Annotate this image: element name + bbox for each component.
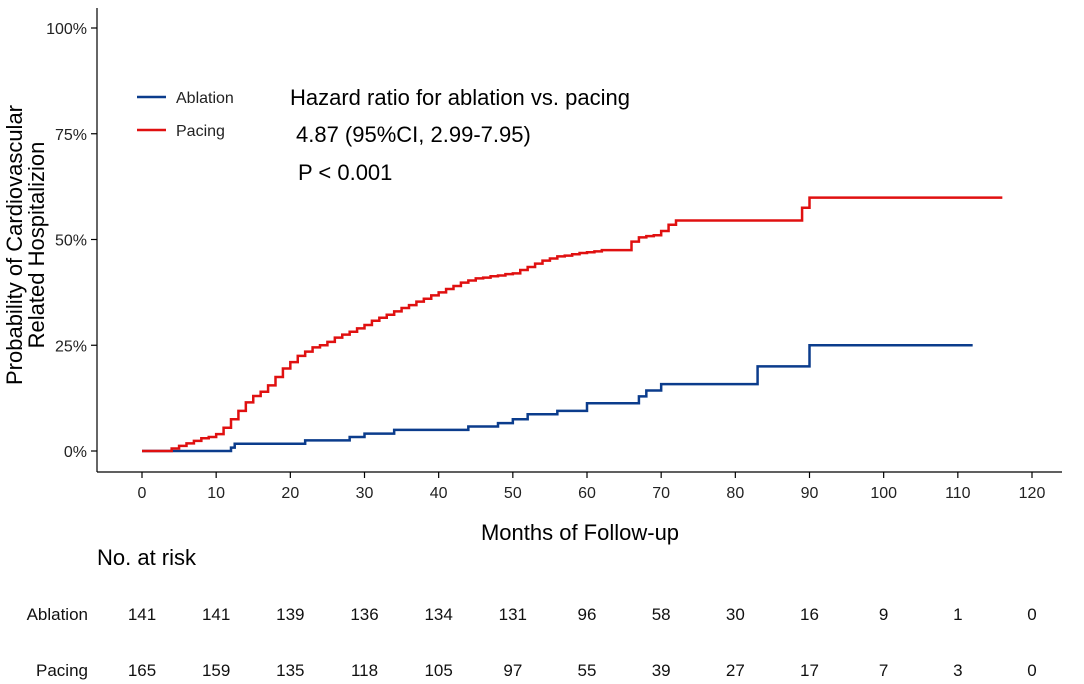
risk-cell: 96 (578, 605, 597, 624)
series-line-pacing (142, 196, 1003, 453)
legend-label-pacing: Pacing (176, 123, 225, 140)
legend-label-ablation: Ablation (176, 90, 234, 107)
risk-cell: 131 (499, 605, 527, 624)
x-tick-label: 50 (504, 485, 522, 502)
risk-cell: 58 (652, 605, 671, 624)
risk-cell: 136 (350, 605, 378, 624)
x-tick-label: 80 (726, 485, 744, 502)
risk-cell: 7 (879, 661, 888, 680)
risk-cell: 135 (276, 661, 304, 680)
risk-cell: 141 (202, 605, 230, 624)
y-tick-label: 75% (55, 127, 87, 144)
series-group (142, 196, 1003, 453)
y-tick-label: 25% (55, 338, 87, 355)
y-tick-label: 50% (55, 233, 87, 250)
x-tick-label: 120 (1019, 485, 1046, 502)
risk-cell: 39 (652, 661, 671, 680)
risk-cell: 3 (953, 661, 962, 680)
series-line-ablation (142, 344, 973, 453)
x-axis-title: Months of Follow-up (481, 520, 679, 545)
risk-cell: 134 (424, 605, 452, 624)
risk-row-label: Ablation (27, 605, 88, 624)
annotation-p-value: P < 0.001 (298, 160, 392, 185)
risk-cell: 9 (879, 605, 888, 624)
risk-row-label: Pacing (36, 661, 88, 680)
y-axis-title-line-2: Related Hospitalizion (24, 142, 49, 349)
annotation-hazard-ratio-value: 4.87 (95%CI, 2.99-7.95) (296, 122, 531, 147)
risk-cell: 0 (1027, 661, 1036, 680)
x-tick-label: 20 (281, 485, 299, 502)
x-tick-label: 0 (138, 485, 147, 502)
risk-cell: 55 (578, 661, 597, 680)
y-axis-ticks: 0% 25% 50% 75% 100% (46, 21, 97, 461)
risk-cell: 0 (1027, 605, 1036, 624)
annotation-hazard-ratio-title: Hazard ratio for ablation vs. pacing (290, 85, 630, 110)
legend: Ablation Pacing (137, 90, 234, 140)
risk-cell: 105 (424, 661, 452, 680)
risk-cell: 118 (351, 661, 378, 680)
y-axis-title-line-1: Probability of Cardiovascular (2, 105, 27, 385)
x-tick-label: 30 (356, 485, 374, 502)
x-tick-label: 100 (870, 485, 897, 502)
risk-cell: 16 (800, 605, 819, 624)
x-tick-label: 110 (945, 485, 971, 502)
x-tick-label: 60 (578, 485, 596, 502)
y-tick-label: 100% (46, 21, 87, 38)
x-tick-label: 70 (652, 485, 670, 502)
risk-cell: 27 (726, 661, 745, 680)
risk-table-title: No. at risk (97, 545, 197, 570)
x-tick-label: 90 (801, 485, 819, 502)
risk-table: Ablation 141 141 139 136 134 131 96 58 30 16 9 1 0Pac… (27, 605, 1037, 680)
risk-cell: 1 (953, 605, 962, 624)
risk-cell: 139 (276, 605, 304, 624)
y-tick-label: 0% (64, 444, 87, 461)
risk-cell: 17 (800, 661, 819, 680)
risk-cell: 165 (128, 661, 156, 680)
risk-cell: 30 (726, 605, 745, 624)
x-axis-ticks: 0 10 20 30 40 50 60 70 80 90 100 110 120 (138, 472, 1046, 502)
x-tick-label: 10 (207, 485, 225, 502)
risk-cell: 141 (128, 605, 156, 624)
risk-cell: 97 (503, 661, 522, 680)
risk-cell: 159 (202, 661, 230, 680)
x-tick-label: 40 (430, 485, 448, 502)
